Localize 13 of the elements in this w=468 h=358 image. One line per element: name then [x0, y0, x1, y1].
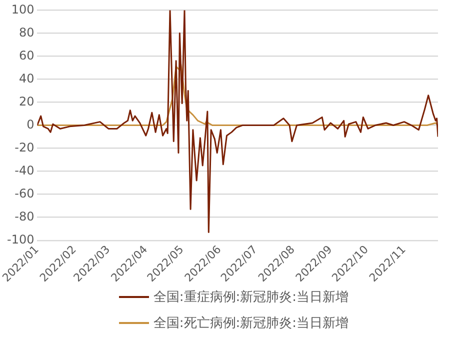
y-tick-label: 60	[18, 48, 34, 62]
legend-label: 全国:重症病例:新冠肺炎:当日新增	[153, 289, 349, 306]
y-tick-label: -80	[14, 209, 34, 224]
y-tick-label: 80	[18, 25, 34, 40]
y-tick-label: -100	[7, 232, 34, 246]
legend-label: 全国:死亡病例:新冠肺炎:当日新增	[153, 315, 349, 332]
y-tick-label: -60	[14, 186, 34, 200]
y-tick-label: 20	[18, 94, 34, 108]
y-tick-label: -40	[14, 163, 34, 178]
y-tick-label: 0	[26, 117, 34, 132]
y-tick-label: -20	[14, 140, 34, 154]
y-tick-label: 40	[18, 71, 34, 86]
y-tick-label: 100	[11, 2, 34, 16]
